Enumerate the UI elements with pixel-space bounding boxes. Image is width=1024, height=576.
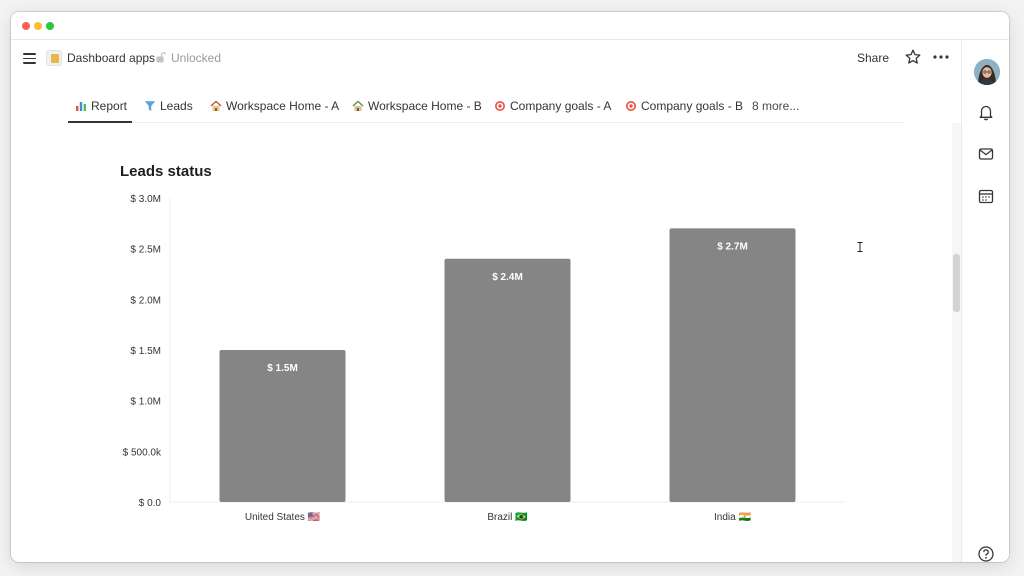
target-icon (626, 101, 636, 111)
calendar-icon[interactable] (977, 187, 995, 205)
tab-label: 8 more... (752, 99, 800, 113)
tab-leads[interactable]: Leads (144, 91, 193, 123)
y-tick-label: $ 2.0M (130, 295, 161, 306)
bar-chart-icon (76, 102, 86, 111)
data-label: $ 2.7M (717, 241, 748, 252)
tab-label: Company goals - A (510, 99, 612, 113)
tab-company-goals-a[interactable]: Company goals - A (494, 91, 611, 123)
main-area: Dashboard apps Unlocked Share Report (11, 41, 961, 562)
tab-label: Workspace Home - A (226, 99, 340, 113)
scrollbar-thumb[interactable] (953, 254, 960, 312)
star-icon[interactable] (904, 48, 922, 66)
share-button[interactable]: Share (857, 51, 890, 65)
mail-icon[interactable] (977, 145, 995, 163)
house-icon (210, 100, 222, 111)
tab-workspace-home-a[interactable]: Workspace Home - A (210, 91, 339, 123)
tab-label: Company goals - B (641, 99, 744, 113)
scrollbar-track[interactable] (952, 123, 961, 562)
house-icon (352, 100, 364, 111)
right-sidebar (961, 41, 1009, 562)
tab-report[interactable]: Report (68, 91, 132, 123)
tab-label: Leads (160, 99, 193, 113)
user-portrait-icon (974, 59, 1000, 85)
x-tick-label: India 🇮🇳 (714, 511, 751, 523)
text-cursor-icon (857, 242, 863, 252)
bell-icon[interactable] (977, 103, 995, 121)
minimize-window-button[interactable] (34, 22, 42, 30)
tab-workspace-home-b[interactable]: Workspace Home - B (352, 91, 482, 123)
tab-bar: Report Leads Workspace Home - A Workspac… (68, 91, 904, 123)
bar[interactable] (444, 258, 571, 502)
y-tick-label: $ 3.0M (130, 194, 161, 205)
tab-label: Workspace Home - B (368, 99, 482, 113)
y-tick-label: $ 1.5M (130, 346, 161, 357)
chart-title: Leads status (120, 163, 212, 180)
close-window-button[interactable] (22, 22, 30, 30)
unlock-icon (156, 52, 166, 63)
bar[interactable] (669, 228, 796, 502)
page-emoji-icon[interactable] (46, 50, 62, 66)
more-options-icon[interactable] (930, 48, 952, 66)
top-bar: Dashboard apps Unlocked Share (11, 41, 961, 75)
data-label: $ 2.4M (492, 272, 523, 283)
page-title[interactable]: Dashboard apps (67, 51, 156, 65)
data-label: $ 1.5M (267, 363, 298, 374)
y-tick-label: $ 0.0 (139, 498, 162, 509)
tab-more[interactable]: 8 more... (752, 91, 799, 123)
app-window: Dashboard apps Unlocked Share Report (11, 12, 1009, 562)
y-tick-label: $ 500.0k (123, 447, 162, 458)
window-titlebar (11, 12, 1009, 40)
maximize-window-button[interactable] (46, 22, 54, 30)
lock-status-label[interactable]: Unlocked (171, 51, 222, 65)
tab-company-goals-b[interactable]: Company goals - B (625, 91, 743, 123)
x-tick-label: United States 🇺🇸 (245, 511, 321, 523)
tab-label: Report (91, 99, 128, 113)
avatar[interactable] (974, 59, 1000, 85)
x-tick-label: Brazil 🇧🇷 (487, 511, 528, 523)
help-icon[interactable] (977, 545, 995, 562)
target-icon (495, 101, 505, 111)
filter-icon (144, 101, 156, 111)
hamburger-menu-icon[interactable] (21, 49, 39, 67)
y-tick-label: $ 2.5M (130, 245, 161, 256)
y-tick-label: $ 1.0M (130, 397, 161, 408)
